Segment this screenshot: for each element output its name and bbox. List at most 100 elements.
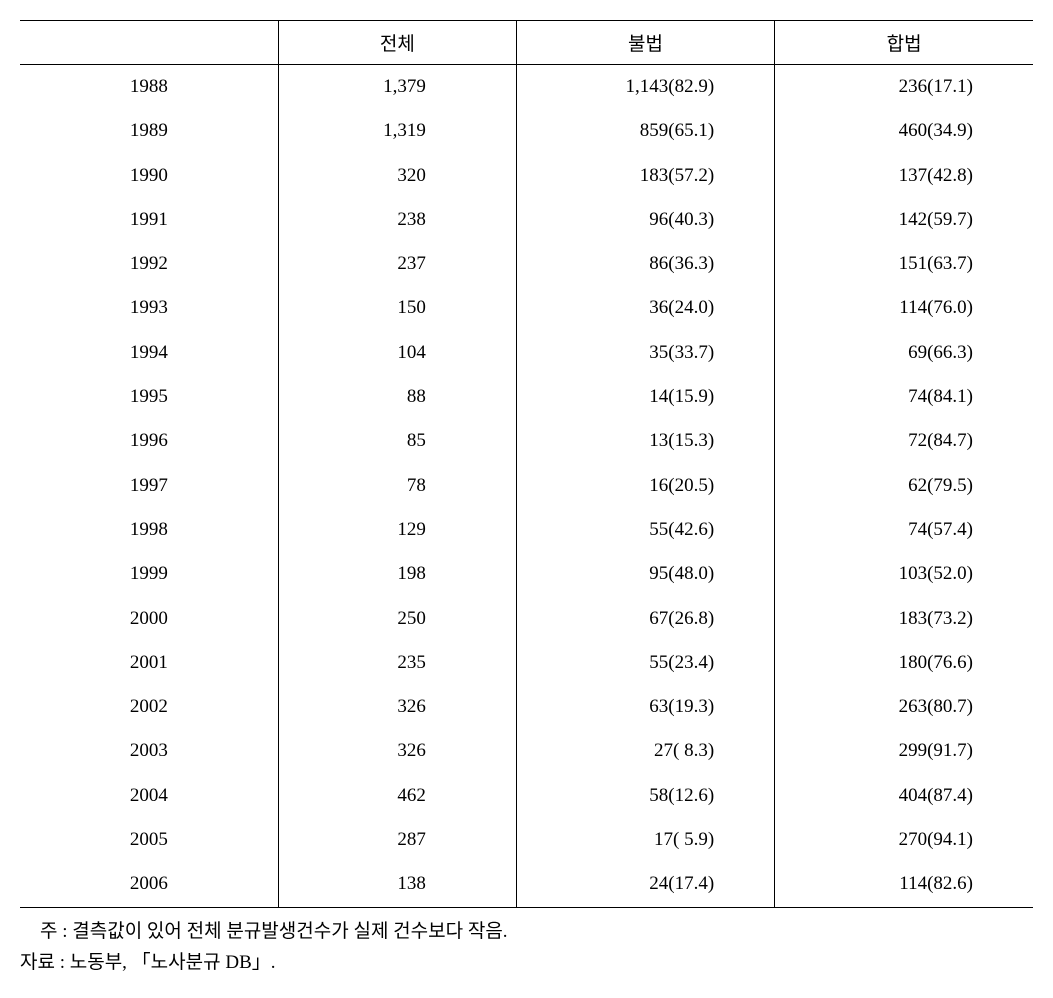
- cell-illegal: 183(57.2): [516, 154, 774, 198]
- cell-total: 1,319: [278, 109, 516, 153]
- cell-legal: 103(52.0): [775, 552, 1033, 596]
- cell-legal: 74(57.4): [775, 508, 1033, 552]
- cell-year: 1999: [20, 552, 278, 596]
- cell-legal: 270(94.1): [775, 818, 1033, 862]
- table-row: 199919895(48.0)103(52.0): [20, 552, 1033, 596]
- cell-illegal: 27( 8.3): [516, 729, 774, 773]
- cell-illegal: 63(19.3): [516, 685, 774, 729]
- cell-total: 198: [278, 552, 516, 596]
- cell-total: 250: [278, 597, 516, 641]
- cell-total: 138: [278, 862, 516, 907]
- cell-legal: 74(84.1): [775, 375, 1033, 419]
- cell-legal: 404(87.4): [775, 774, 1033, 818]
- cell-legal: 69(66.3): [775, 331, 1033, 375]
- cell-illegal: 58(12.6): [516, 774, 774, 818]
- cell-illegal: 35(33.7): [516, 331, 774, 375]
- cell-illegal: 16(20.5): [516, 464, 774, 508]
- cell-year: 2003: [20, 729, 278, 773]
- table-row: 200528717( 5.9)270(94.1): [20, 818, 1033, 862]
- cell-total: 78: [278, 464, 516, 508]
- table-row: 200613824(17.4)114(82.6): [20, 862, 1033, 907]
- cell-legal: 114(82.6): [775, 862, 1033, 907]
- cell-total: 326: [278, 685, 516, 729]
- cell-legal: 114(76.0): [775, 286, 1033, 330]
- cell-year: 1994: [20, 331, 278, 375]
- cell-total: 129: [278, 508, 516, 552]
- table-header-row: 전체 불법 합법: [20, 21, 1033, 65]
- footnotes: 주 : 결측값이 있어 전체 분규발생건수가 실제 건수보다 작음. 자료 : …: [20, 916, 1033, 979]
- footnote-note: 주 : 결측값이 있어 전체 분규발생건수가 실제 건수보다 작음.: [20, 916, 1033, 947]
- cell-legal: 62(79.5): [775, 464, 1033, 508]
- table-row: 199315036(24.0)114(76.0): [20, 286, 1033, 330]
- cell-year: 1998: [20, 508, 278, 552]
- table-row: 19881,3791,143(82.9)236(17.1): [20, 65, 1033, 110]
- cell-legal: 72(84.7): [775, 419, 1033, 463]
- cell-illegal: 55(23.4): [516, 641, 774, 685]
- cell-total: 320: [278, 154, 516, 198]
- cell-illegal: 24(17.4): [516, 862, 774, 907]
- cell-total: 326: [278, 729, 516, 773]
- cell-legal: 460(34.9): [775, 109, 1033, 153]
- table-row: 200332627( 8.3)299(91.7): [20, 729, 1033, 773]
- cell-illegal: 67(26.8): [516, 597, 774, 641]
- table-row: 19891,319859(65.1)460(34.9): [20, 109, 1033, 153]
- cell-legal: 263(80.7): [775, 685, 1033, 729]
- cell-year: 1991: [20, 198, 278, 242]
- table-row: 19977816(20.5)62(79.5): [20, 464, 1033, 508]
- col-header-total: 전체: [278, 21, 516, 65]
- cell-illegal: 859(65.1): [516, 109, 774, 153]
- table-row: 19958814(15.9)74(84.1): [20, 375, 1033, 419]
- cell-year: 2002: [20, 685, 278, 729]
- cell-total: 238: [278, 198, 516, 242]
- cell-total: 85: [278, 419, 516, 463]
- cell-year: 2000: [20, 597, 278, 641]
- cell-year: 1990: [20, 154, 278, 198]
- cell-illegal: 17( 5.9): [516, 818, 774, 862]
- table-row: 200446258(12.6)404(87.4): [20, 774, 1033, 818]
- cell-illegal: 14(15.9): [516, 375, 774, 419]
- col-header-illegal: 불법: [516, 21, 774, 65]
- table-row: 199123896(40.3)142(59.7): [20, 198, 1033, 242]
- cell-legal: 137(42.8): [775, 154, 1033, 198]
- cell-year: 2004: [20, 774, 278, 818]
- table-row: 1990320183(57.2)137(42.8): [20, 154, 1033, 198]
- col-header-year: [20, 21, 278, 65]
- table-row: 200123555(23.4)180(76.6): [20, 641, 1033, 685]
- cell-year: 1996: [20, 419, 278, 463]
- cell-year: 1993: [20, 286, 278, 330]
- cell-year: 2001: [20, 641, 278, 685]
- cell-year: 1989: [20, 109, 278, 153]
- table-row: 199223786(36.3)151(63.7): [20, 242, 1033, 286]
- cell-illegal: 36(24.0): [516, 286, 774, 330]
- cell-legal: 142(59.7): [775, 198, 1033, 242]
- data-table: 전체 불법 합법 19881,3791,143(82.9)236(17.1)19…: [20, 20, 1033, 908]
- cell-total: 235: [278, 641, 516, 685]
- table-row: 199410435(33.7)69(66.3): [20, 331, 1033, 375]
- cell-illegal: 95(48.0): [516, 552, 774, 596]
- cell-illegal: 55(42.6): [516, 508, 774, 552]
- cell-total: 1,379: [278, 65, 516, 110]
- cell-total: 150: [278, 286, 516, 330]
- cell-year: 1995: [20, 375, 278, 419]
- table-row: 19968513(15.3)72(84.7): [20, 419, 1033, 463]
- cell-total: 462: [278, 774, 516, 818]
- footnote-source: 자료 : 노동부, 「노사분규 DB」.: [20, 947, 1033, 978]
- cell-year: 1997: [20, 464, 278, 508]
- cell-year: 1992: [20, 242, 278, 286]
- cell-illegal: 13(15.3): [516, 419, 774, 463]
- cell-illegal: 1,143(82.9): [516, 65, 774, 110]
- cell-total: 237: [278, 242, 516, 286]
- cell-legal: 183(73.2): [775, 597, 1033, 641]
- cell-year: 1988: [20, 65, 278, 110]
- cell-total: 88: [278, 375, 516, 419]
- cell-illegal: 96(40.3): [516, 198, 774, 242]
- cell-legal: 236(17.1): [775, 65, 1033, 110]
- cell-illegal: 86(36.3): [516, 242, 774, 286]
- cell-year: 2005: [20, 818, 278, 862]
- cell-legal: 299(91.7): [775, 729, 1033, 773]
- cell-legal: 151(63.7): [775, 242, 1033, 286]
- cell-legal: 180(76.6): [775, 641, 1033, 685]
- cell-total: 287: [278, 818, 516, 862]
- col-header-legal: 합법: [775, 21, 1033, 65]
- table-row: 200025067(26.8)183(73.2): [20, 597, 1033, 641]
